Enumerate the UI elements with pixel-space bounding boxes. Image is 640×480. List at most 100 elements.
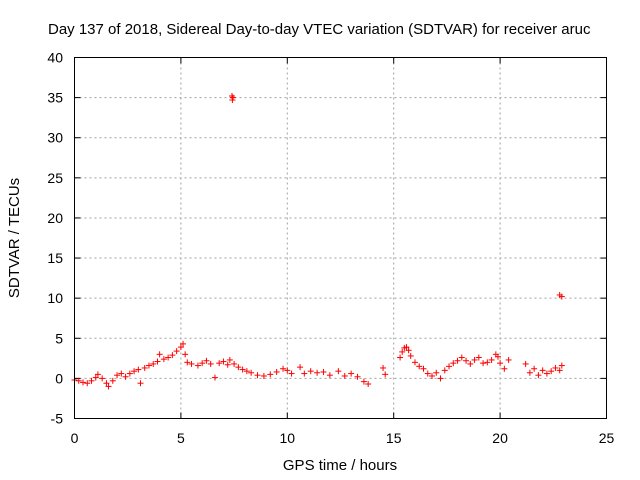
data-point <box>231 360 238 367</box>
data-point <box>307 368 314 375</box>
data-point <box>145 362 152 369</box>
data-point <box>558 362 565 369</box>
y-tick-label: 35 <box>47 90 63 106</box>
data-point <box>141 364 148 371</box>
data-point <box>501 365 508 372</box>
data-point <box>441 367 448 374</box>
data-point <box>467 360 474 367</box>
data-point <box>424 370 431 377</box>
data-point <box>484 359 491 366</box>
data-point <box>446 363 453 370</box>
y-tick-label: 10 <box>47 290 63 306</box>
data-point <box>280 365 287 372</box>
data-point <box>173 348 180 355</box>
data-point <box>92 374 99 381</box>
data-point <box>416 363 423 370</box>
data-point <box>535 372 542 379</box>
data-point <box>103 380 110 387</box>
data-point <box>239 366 246 373</box>
data-point <box>522 360 529 367</box>
data-point <box>75 377 82 384</box>
data-point <box>150 360 157 367</box>
data-point <box>407 352 414 359</box>
data-point <box>207 360 214 367</box>
plot-frame <box>74 57 607 419</box>
y-tick-labels: -5 0 5 10 15 20 25 30 35 40 <box>47 50 63 427</box>
data-point <box>382 371 389 378</box>
data-point <box>360 378 367 385</box>
data-point <box>194 362 201 369</box>
data-point <box>284 367 291 374</box>
data-point <box>480 360 487 367</box>
data-point <box>114 372 121 379</box>
data-point <box>226 356 233 363</box>
data-point <box>80 379 87 386</box>
data-point <box>348 370 355 377</box>
data-point <box>297 364 304 371</box>
data-point <box>463 357 470 364</box>
data-point <box>399 348 406 355</box>
data-point <box>505 356 512 363</box>
data-point <box>177 344 184 351</box>
x-tick-labels: 0 5 10 15 20 25 <box>71 430 615 446</box>
data-point <box>126 370 133 377</box>
y-tick-label: 40 <box>47 50 63 66</box>
data-point <box>180 340 187 347</box>
data-point <box>109 377 116 384</box>
data-point <box>254 372 261 379</box>
data-point <box>235 364 242 371</box>
data-point <box>354 373 361 380</box>
data-point <box>454 357 461 364</box>
x-axis-title: GPS time / hours <box>283 457 397 474</box>
data-point <box>260 372 267 379</box>
y-tick-label: 5 <box>55 330 63 346</box>
data-point <box>411 359 418 366</box>
data-point <box>160 356 167 363</box>
data-point <box>539 367 546 374</box>
data-point <box>405 347 412 354</box>
data-point <box>88 377 95 384</box>
data-point <box>273 368 280 375</box>
data-point <box>182 351 189 358</box>
grid-lines <box>74 57 607 419</box>
data-point <box>99 375 106 382</box>
x-tick-label: 10 <box>280 430 296 446</box>
data-point <box>497 360 504 367</box>
data-point <box>380 364 387 371</box>
data-point <box>154 358 161 365</box>
data-point <box>243 368 250 375</box>
data-point <box>216 360 223 367</box>
y-tick-label: 30 <box>47 130 63 146</box>
x-tick-label: 0 <box>71 430 79 446</box>
data-point <box>137 380 144 387</box>
data-point <box>335 368 342 375</box>
data-point <box>548 368 555 375</box>
data-point <box>320 368 327 375</box>
data-point <box>420 365 427 372</box>
data-point <box>433 369 440 376</box>
data-point <box>230 94 237 101</box>
chart-title: Day 137 of 2018, Sidereal Day-to-day VTE… <box>48 21 591 38</box>
data-point <box>84 380 91 387</box>
data-point <box>220 358 227 365</box>
data-point <box>531 365 538 372</box>
data-point <box>458 354 465 361</box>
data-point <box>437 375 444 382</box>
x-tick-label: 20 <box>492 430 508 446</box>
y-tick-label: 25 <box>47 170 63 186</box>
data-point <box>267 371 274 378</box>
data-point <box>558 293 565 300</box>
y-tick-label: 20 <box>47 210 63 226</box>
data-point <box>397 354 404 361</box>
data-point <box>184 359 191 366</box>
y-axis-title: SDTVAR / TECUs <box>6 178 23 298</box>
data-point <box>552 364 559 371</box>
y-tick-label: 0 <box>55 370 63 386</box>
data-point <box>301 370 308 377</box>
data-point <box>365 381 372 388</box>
data-point <box>488 356 495 363</box>
data-point <box>211 374 218 381</box>
x-tick-label: 25 <box>599 430 615 446</box>
y-tick-label: 15 <box>47 250 63 266</box>
